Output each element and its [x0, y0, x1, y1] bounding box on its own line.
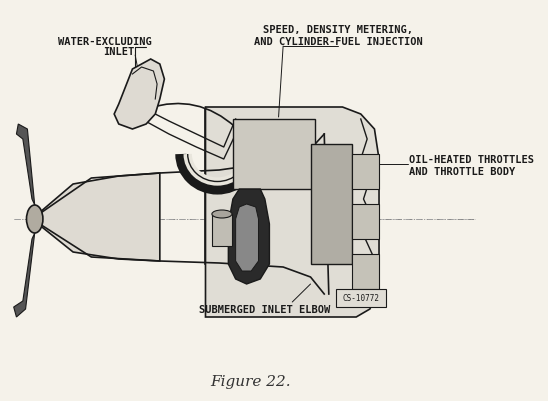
Text: INLET: INLET — [103, 47, 134, 57]
Ellipse shape — [212, 211, 232, 219]
Ellipse shape — [26, 205, 43, 233]
Bar — [212, 215, 232, 246]
Bar — [352, 254, 379, 289]
Text: SPEED, DENSITY METERING,: SPEED, DENSITY METERING, — [263, 25, 413, 35]
Bar — [352, 205, 379, 239]
Text: CS-10772: CS-10772 — [342, 294, 380, 303]
Polygon shape — [206, 108, 379, 317]
Bar — [336, 289, 386, 307]
Bar — [311, 145, 352, 264]
Text: WATER-EXCLUDING: WATER-EXCLUDING — [58, 37, 152, 47]
Polygon shape — [229, 190, 270, 284]
FancyArrowPatch shape — [149, 104, 236, 128]
Polygon shape — [236, 205, 259, 271]
Bar — [206, 110, 324, 264]
Polygon shape — [32, 174, 160, 261]
Polygon shape — [14, 233, 35, 317]
Text: AND CYLINDER-FUEL INJECTION: AND CYLINDER-FUEL INJECTION — [254, 37, 423, 47]
Text: AND THROTTLE BODY: AND THROTTLE BODY — [409, 166, 516, 176]
Polygon shape — [16, 125, 35, 205]
Bar — [352, 155, 379, 190]
Text: Figure 22.: Figure 22. — [210, 374, 290, 388]
Text: OIL-HEATED THROTTLES: OIL-HEATED THROTTLES — [409, 155, 534, 164]
Bar — [233, 120, 315, 190]
Text: SUBMERGED INLET ELBOW: SUBMERGED INLET ELBOW — [199, 304, 330, 314]
Polygon shape — [114, 60, 164, 130]
